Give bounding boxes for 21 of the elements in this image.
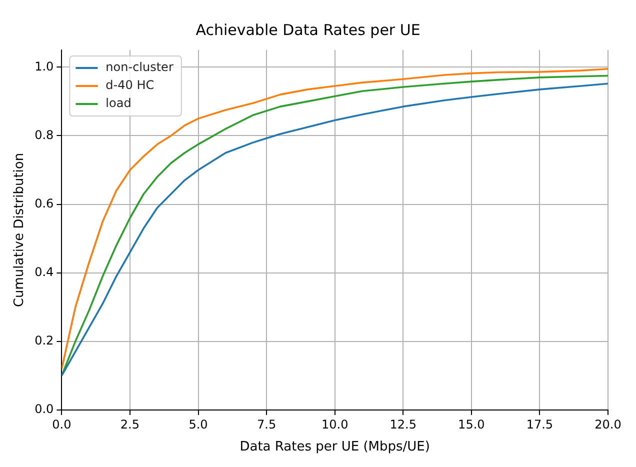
x-tick-label: 17.5	[526, 417, 554, 432]
x-tick-label: 12.5	[390, 417, 416, 432]
x-tick-label: 20.0	[594, 417, 622, 432]
x-tick-label: 7.5	[257, 417, 276, 432]
y-tick-label: 0.0	[34, 402, 54, 416]
x-tick-label: 2.5	[120, 417, 140, 432]
legend-label: d-40 HC	[106, 78, 154, 92]
y-tick-label: 0.4	[34, 264, 54, 279]
y-tick-label: 0.6	[34, 196, 54, 210]
chart-title: Achievable Data Rates per UE	[196, 20, 420, 39]
y-tick-label: 0.2	[34, 334, 54, 348]
x-tick-label: 5.0	[188, 417, 208, 432]
y-tick-label: 1.0	[34, 59, 54, 74]
y-tick-label: 0.8	[34, 128, 54, 142]
legend-label: non-cluster	[106, 60, 174, 74]
legend-label: load	[106, 96, 132, 110]
x-axis-title: Data Rates per UE (Mbps/UE)	[240, 440, 430, 455]
y-axis-title: Cumulative Distribution	[12, 152, 28, 308]
x-tick-label: 0.0	[52, 417, 72, 432]
x-tick-label: 10.0	[321, 417, 348, 432]
x-tick-label: 15.0	[458, 417, 485, 432]
